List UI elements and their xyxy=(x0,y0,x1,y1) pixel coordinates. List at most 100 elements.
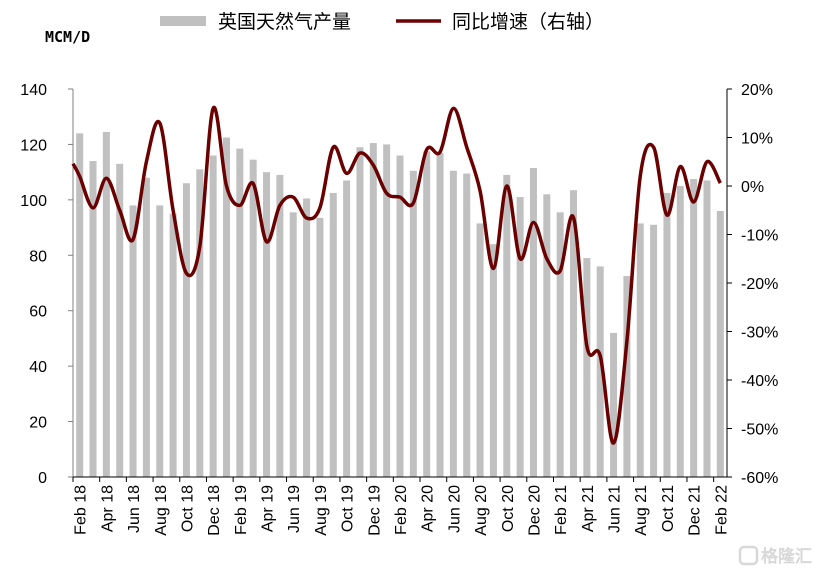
x-tick-label: Aug 19 xyxy=(313,485,330,536)
bar xyxy=(489,244,497,477)
left-tick-label: 140 xyxy=(20,82,47,99)
x-tick-label: Feb 22 xyxy=(713,485,730,535)
bar xyxy=(529,167,537,477)
right-tick-label: -20% xyxy=(741,276,778,293)
bar xyxy=(610,332,618,477)
bar xyxy=(209,155,217,477)
bar xyxy=(516,197,524,478)
x-tick-label: Jun 20 xyxy=(446,485,463,533)
bar xyxy=(156,205,164,477)
bar xyxy=(503,174,511,477)
x-tick-label: Jun 18 xyxy=(126,485,143,533)
x-tick-label: Aug 18 xyxy=(153,485,170,536)
bar xyxy=(102,131,110,477)
x-tick-label: Dec 18 xyxy=(206,485,223,536)
left-tick-label: 80 xyxy=(29,248,47,265)
bar xyxy=(169,213,177,477)
right-tick-label: 0% xyxy=(741,179,764,196)
right-tick-label: -10% xyxy=(741,228,778,245)
bar xyxy=(650,224,658,477)
right-tick-label: -60% xyxy=(741,470,778,487)
left-tick-label: 0 xyxy=(38,470,47,487)
left-tick-label: 20 xyxy=(29,415,47,432)
bar xyxy=(303,198,311,477)
bar-series xyxy=(76,131,724,478)
bar xyxy=(369,143,377,478)
watermark-logo: 格隆汇 xyxy=(738,545,812,567)
bar xyxy=(716,210,724,477)
legend-bar-label: 英国天然气产量 xyxy=(218,11,351,33)
left-tick-label: 60 xyxy=(29,304,47,321)
bar xyxy=(236,148,244,478)
left-tick-label: 100 xyxy=(20,193,47,210)
bar xyxy=(249,159,257,477)
bar xyxy=(129,205,137,477)
bar xyxy=(463,173,471,477)
right-tick-label: 10% xyxy=(741,131,773,148)
bar xyxy=(556,212,564,478)
x-tick-label: Oct 20 xyxy=(500,485,517,532)
bar xyxy=(182,183,190,477)
x-tick-label: Dec 19 xyxy=(366,485,383,536)
legend-line-label: 同比增速（右轴） xyxy=(452,11,604,33)
bar xyxy=(276,174,284,477)
bar xyxy=(383,144,391,477)
x-tick-label: Dec 20 xyxy=(526,485,543,536)
bar xyxy=(142,177,150,477)
right-tick-label: -40% xyxy=(741,373,778,390)
bar xyxy=(583,258,591,477)
axes xyxy=(68,88,732,482)
x-tick-label: Oct 19 xyxy=(340,485,357,532)
bar xyxy=(449,170,457,477)
bar xyxy=(690,179,698,478)
bar xyxy=(409,170,417,477)
bar xyxy=(396,155,404,477)
bar xyxy=(596,266,604,477)
bar xyxy=(636,223,644,477)
right-tick-label: 20% xyxy=(741,82,773,99)
bar xyxy=(263,172,271,477)
x-tick-label: Dec 21 xyxy=(687,485,704,536)
x-tick-label: Feb 21 xyxy=(553,485,570,535)
bar xyxy=(703,180,711,477)
bar xyxy=(343,180,351,477)
x-tick-label: Jun 19 xyxy=(286,485,303,533)
right-tick-label: -50% xyxy=(741,422,778,439)
bar xyxy=(570,190,578,477)
growth-line xyxy=(71,105,722,445)
bar xyxy=(76,133,84,478)
bar xyxy=(329,192,337,477)
x-tick-label: Oct 18 xyxy=(179,485,196,532)
legend-bar-swatch xyxy=(160,16,206,26)
x-tick-label: Apr 21 xyxy=(580,485,597,532)
x-tick-label: Oct 21 xyxy=(660,485,677,532)
bar xyxy=(89,161,97,478)
bar xyxy=(222,137,230,477)
bar xyxy=(663,192,671,477)
x-tick-label: Feb 18 xyxy=(73,485,90,535)
left-tick-label: 120 xyxy=(20,137,47,154)
bar xyxy=(436,152,444,477)
bar xyxy=(289,212,297,478)
x-tick-label: Feb 20 xyxy=(393,485,410,535)
x-tick-label: Apr 20 xyxy=(420,485,437,532)
watermark-text: 格隆汇 xyxy=(761,546,812,567)
bar xyxy=(423,151,431,477)
bar xyxy=(356,147,364,477)
right-tick-label: -30% xyxy=(741,325,778,342)
bar xyxy=(316,217,324,477)
x-tick-label: Apr 18 xyxy=(99,485,116,532)
bar xyxy=(476,223,484,477)
bar xyxy=(196,169,204,477)
x-tick-label: Aug 20 xyxy=(473,485,490,536)
bar xyxy=(676,186,684,477)
left-tick-label: 40 xyxy=(29,359,47,376)
x-tick-label: Aug 21 xyxy=(633,485,650,536)
x-tick-label: Feb 19 xyxy=(233,485,250,535)
bar xyxy=(116,163,124,478)
x-tick-label: Apr 19 xyxy=(260,485,277,532)
x-tick-label: Jun 21 xyxy=(607,485,624,533)
bar xyxy=(543,194,551,478)
left-axis-unit: MCM/D xyxy=(45,28,90,46)
